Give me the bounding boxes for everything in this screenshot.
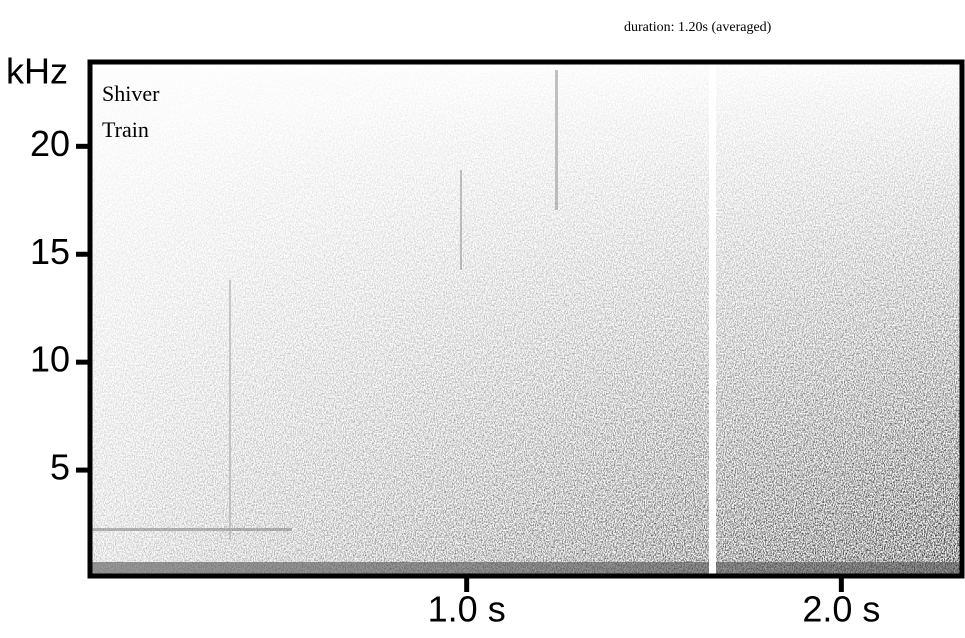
series-label: Train bbox=[102, 117, 149, 142]
spectrogram bbox=[92, 64, 963, 574]
y-tick-label: 10 bbox=[30, 339, 70, 380]
y-tick-label: 20 bbox=[30, 123, 70, 164]
gap bbox=[709, 64, 716, 574]
x-tick-label: 2.0 s bbox=[802, 589, 880, 630]
y-tick-label: 5 bbox=[50, 447, 70, 488]
streak bbox=[555, 70, 558, 210]
y-tick-label: 15 bbox=[30, 231, 70, 272]
band-line bbox=[92, 528, 292, 531]
streak bbox=[460, 170, 462, 270]
low-band bbox=[92, 562, 963, 574]
series-label: Shiver bbox=[102, 81, 160, 106]
plot-frame bbox=[87, 59, 965, 579]
y-axis-label: kHz bbox=[6, 51, 68, 92]
streak bbox=[229, 280, 231, 540]
x-tick-label: 1.0 s bbox=[428, 589, 506, 630]
spectrogram-texture bbox=[92, 64, 963, 574]
annotation: duration: 1.20s (averaged) bbox=[624, 20, 772, 35]
